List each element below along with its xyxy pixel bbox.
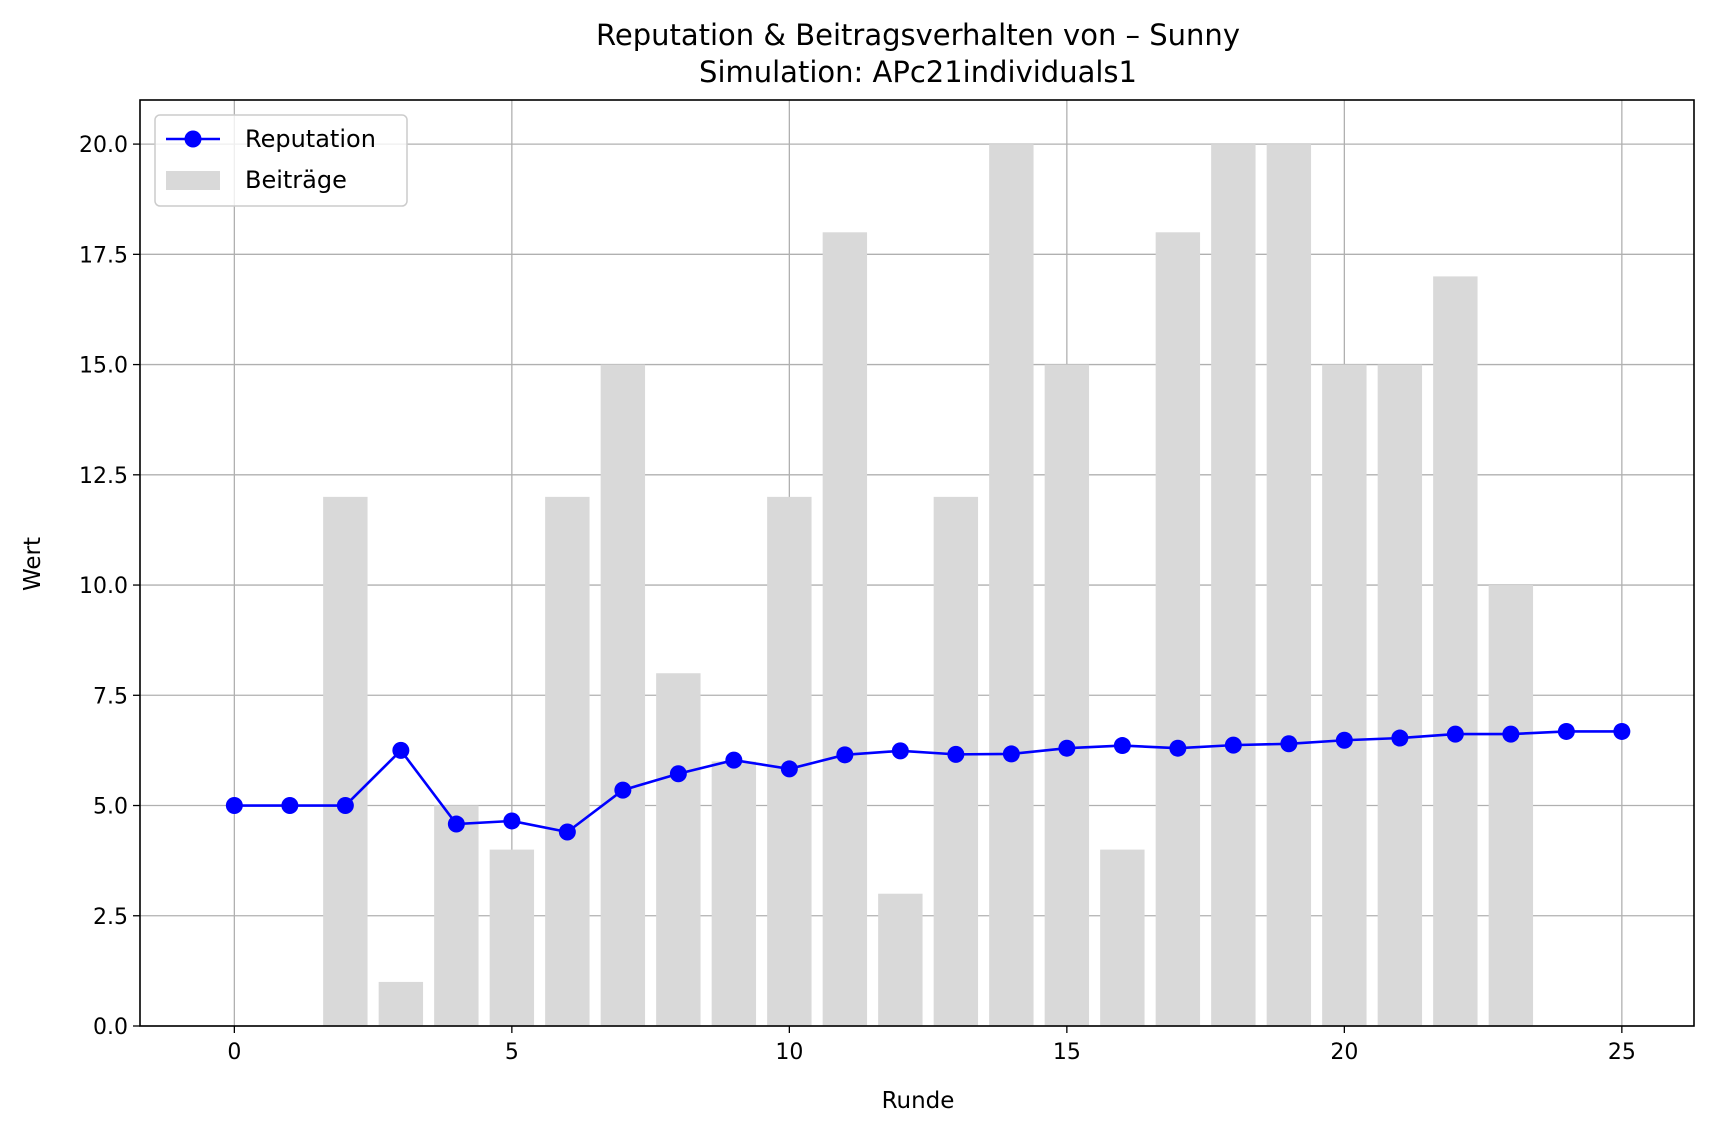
contribution-bar [1155,232,1201,1027]
reputation-point [1335,731,1353,749]
contribution-bar [1266,144,1312,1027]
legend-reputation-label: Reputation [245,125,376,153]
contribution-bar [711,761,757,1026]
x-tick-label: 10 [775,1040,803,1065]
reputation-point [1113,737,1131,755]
x-tick-label: 0 [227,1040,241,1065]
y-tick-label: 15.0 [79,354,128,379]
reputation-point [1169,739,1187,757]
legend-reputation-marker [184,130,202,148]
reputation-point [947,745,965,763]
contribution-bar [600,364,646,1027]
reputation-line [225,722,1631,841]
contribution-bar [1044,364,1090,1027]
y-tick-label: 7.5 [93,684,128,709]
reputation-point [1058,739,1076,757]
x-tick-label: 5 [505,1040,519,1065]
contribution-bar [1322,364,1367,1027]
reputation-point [1391,729,1409,747]
y-tick-label: 0.0 [93,1015,128,1040]
contribution-bar [656,673,701,1026]
contribution-bar [1211,144,1256,1027]
reputation-point [780,760,798,778]
y-tick-label: 12.5 [79,464,128,489]
y-tick-label: 20.0 [79,133,128,158]
reputation-point [447,815,465,833]
reputation-point [891,742,909,760]
contribution-bar [434,805,479,1026]
x-tick-label: 15 [1053,1040,1081,1065]
x-axis-label: Runde [882,1088,955,1114]
contribution-bar [378,981,424,1026]
reputation-point [1224,736,1242,754]
ticks: 0 5 10 15 20 25 0.0 2.5 5.0 7.5 10.0 12.5 15.0 17.5 20… [79,133,1636,1065]
contribution-bar [489,849,535,1026]
reputation-polyline [234,730,1622,834]
reputation-point [1557,722,1575,740]
legend-contributions-swatch [166,171,220,190]
reputation-point [669,765,687,783]
y-tick-label: 5.0 [93,795,128,820]
bars [323,144,1534,1027]
contribution-bar [1100,849,1145,1026]
reputation-point [281,797,299,815]
reputation-point [1613,722,1631,740]
contribution-bar [1433,276,1478,1026]
x-tick-label: 20 [1330,1040,1358,1065]
x-tick-label: 25 [1608,1040,1636,1065]
contribution-bar [1377,364,1423,1027]
reputation-point [1280,735,1298,753]
contribution-bar [1488,585,1534,1026]
reputation-point [1002,745,1020,763]
chart-title: Reputation & Beitragsverhalten von – Sun… [596,18,1240,52]
reputation-point [725,751,743,769]
y-tick-label: 17.5 [79,243,128,268]
contribution-bar [822,232,868,1027]
legend-contributions-label: Beiträge [245,166,347,194]
y-tick-label: 10.0 [79,574,128,599]
y-axis-label: Wert [20,537,46,591]
legend: Reputation Beiträge [154,114,408,207]
contribution-bar [545,496,590,1026]
contribution-bar [878,893,923,1026]
reputation-point [1446,725,1464,743]
chart-subtitle: Simulation: APc21individuals1 [699,55,1137,89]
reputation-point [836,746,854,764]
reputation-point [614,781,632,799]
reputation-point [225,797,243,815]
axes-frame [139,99,1695,1027]
contribution-bar [989,144,1034,1027]
reputation-point [392,741,410,759]
reputation-point [503,812,521,830]
reputation-point [1502,725,1520,743]
reputation-point [558,823,576,841]
contribution-bar [323,496,368,1026]
y-tick-label: 2.5 [93,905,128,930]
reputation-point [336,797,354,815]
